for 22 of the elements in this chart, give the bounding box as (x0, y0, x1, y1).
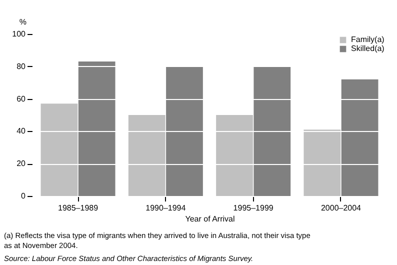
bar (78, 62, 116, 196)
x-axis-title: Year of Arrival (185, 214, 235, 224)
y-axis-title: % (19, 18, 26, 26)
y-tick-label: 20 (16, 159, 26, 168)
y-tick-label: 60 (16, 94, 26, 104)
y-tick-label: 80 (16, 62, 26, 71)
legend-label: Skilled(a) (351, 44, 385, 53)
y-tick-label: 0 (21, 192, 26, 200)
bar (254, 66, 291, 196)
x-tick-label: 1990–1994 (146, 204, 186, 212)
bar (341, 79, 378, 196)
bar (166, 66, 203, 196)
x-tick-label: 1995–1999 (233, 204, 274, 212)
y-tick-label: 40 (16, 126, 26, 136)
bar (128, 115, 166, 196)
bar (304, 130, 341, 196)
legend-label: Family(a) (351, 35, 385, 44)
y-tick-label: 100 (12, 30, 26, 38)
x-tick-label: 2000–2004 (320, 204, 362, 212)
bar (216, 115, 253, 196)
x-tick-label: 1985–1989 (58, 204, 99, 212)
bar (40, 104, 78, 196)
